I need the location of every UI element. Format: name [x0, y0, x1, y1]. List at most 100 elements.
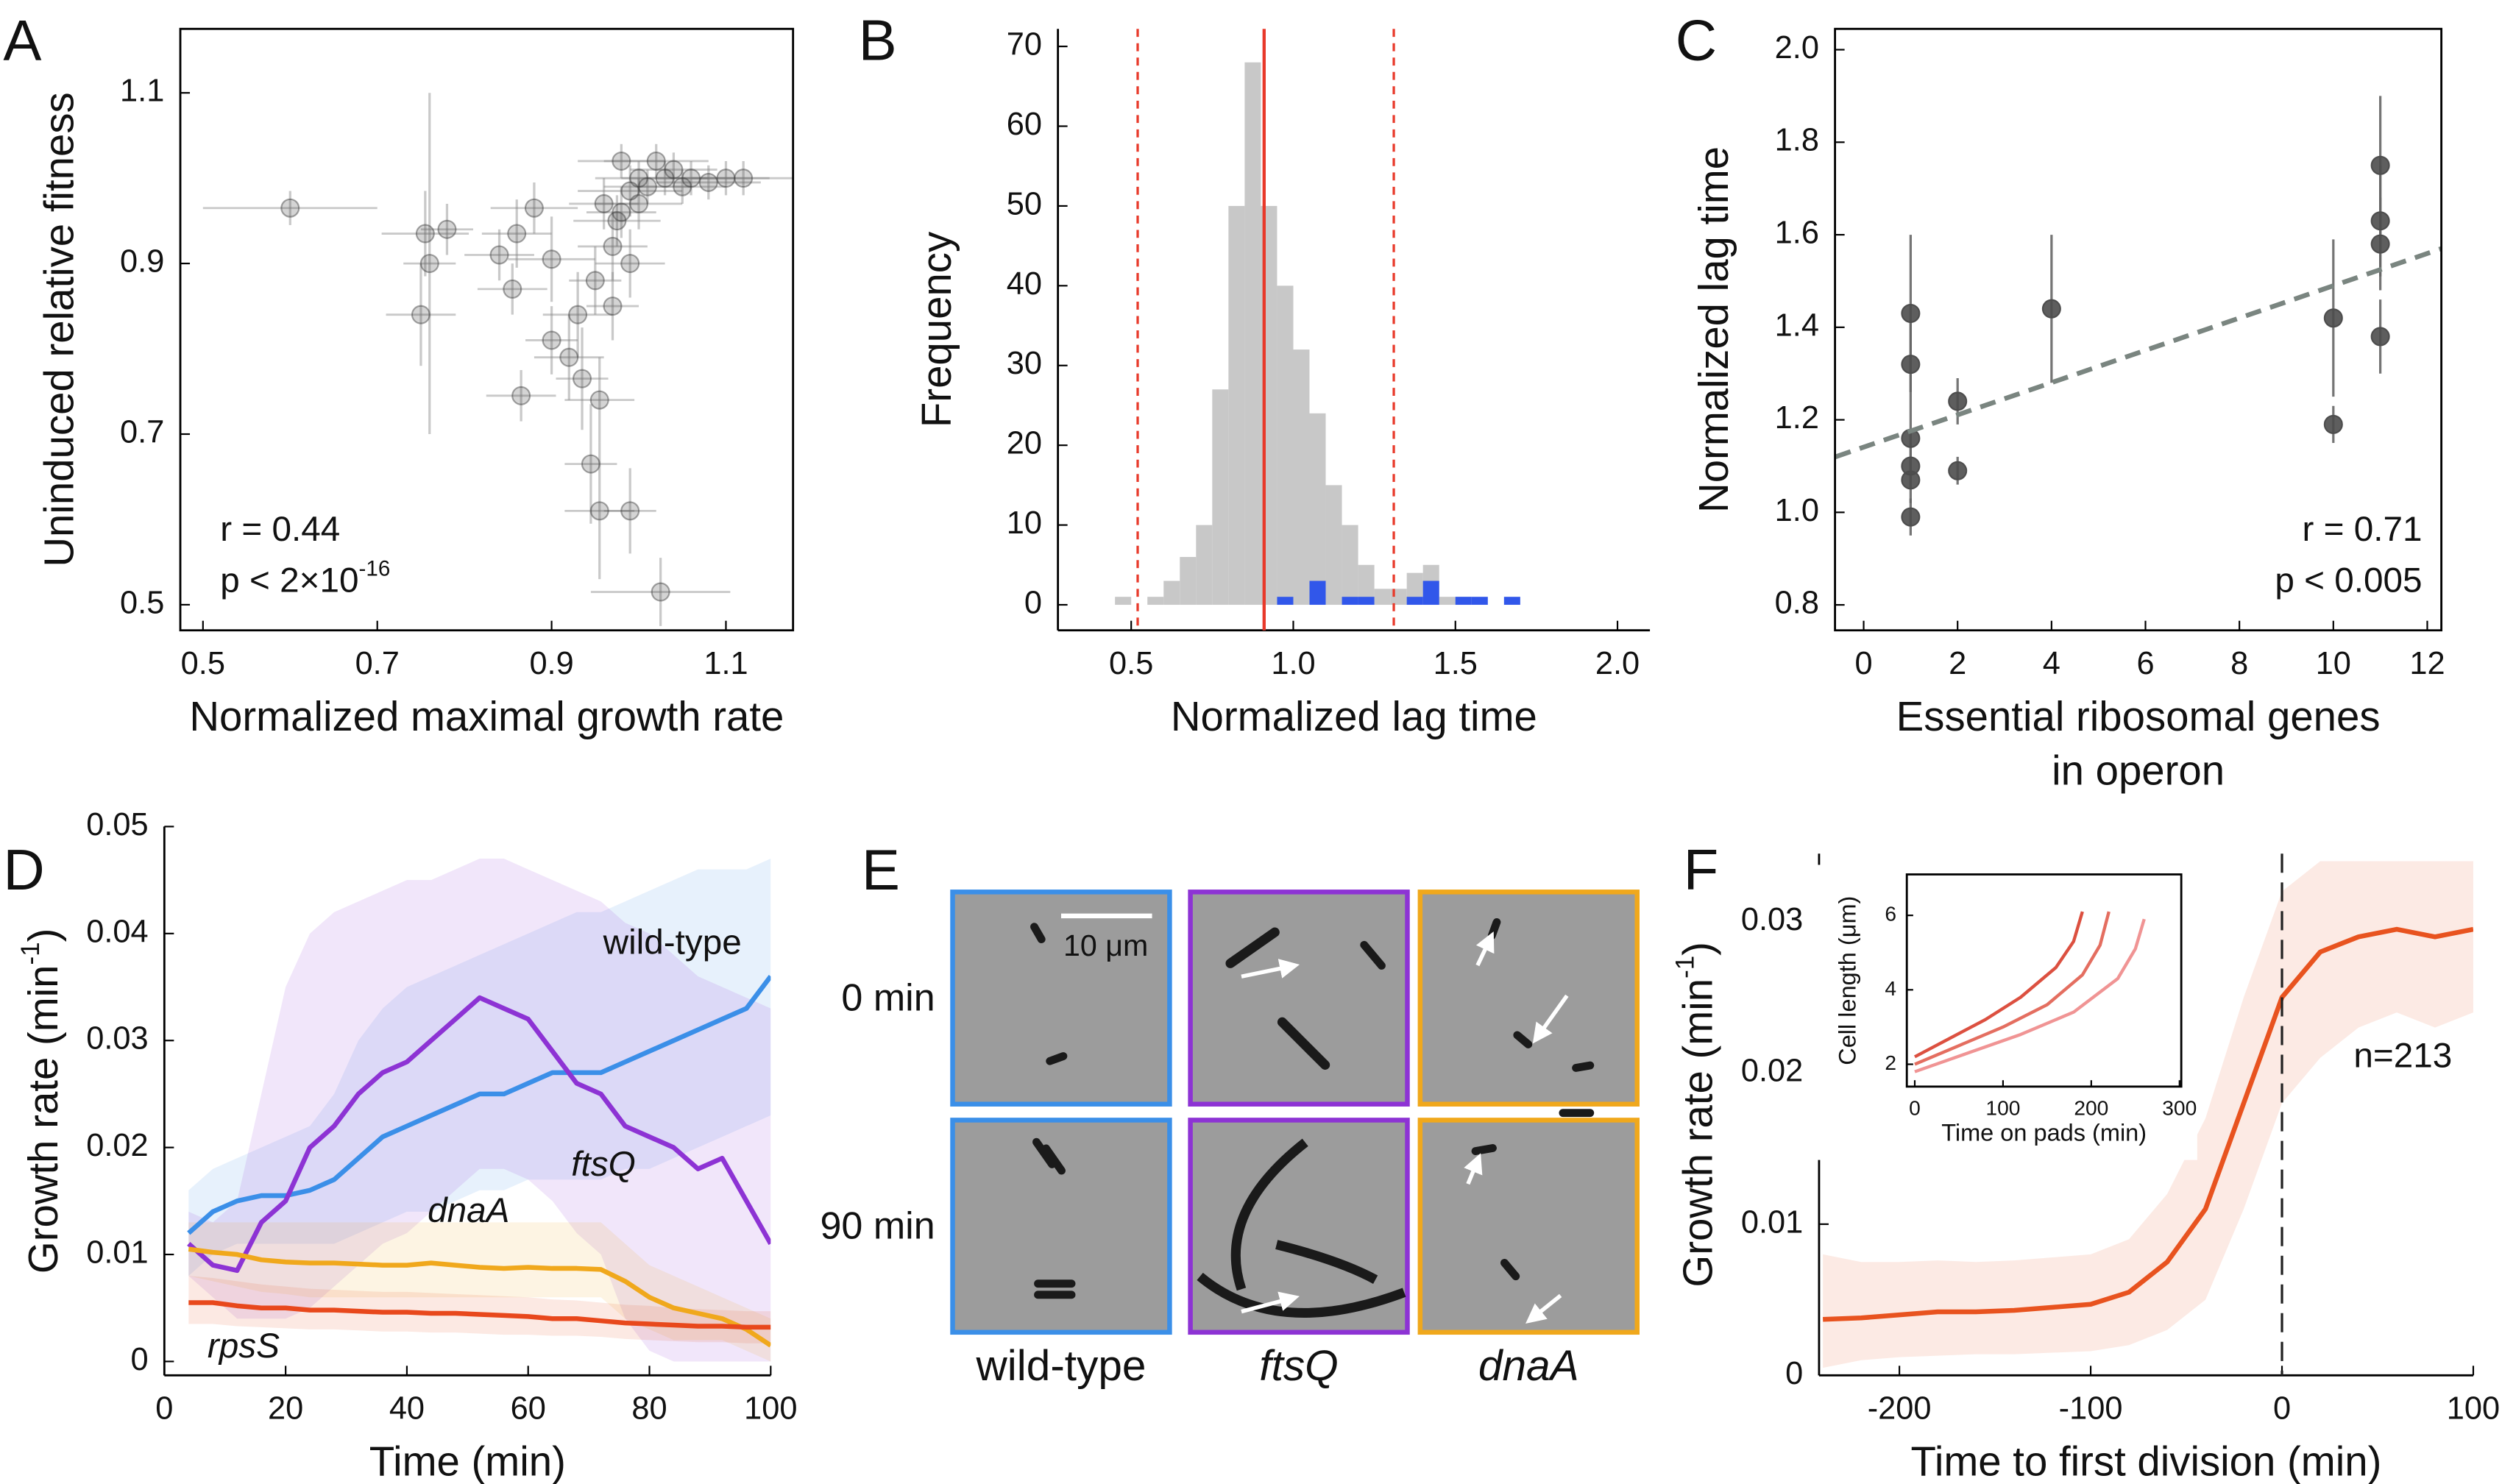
annotation: n=213 [2353, 1036, 2452, 1075]
annotation: p < 0.005 [2275, 561, 2422, 600]
x-tick-label: 12 [2409, 646, 2445, 681]
inset-background [1811, 865, 2197, 1160]
x-tick-label: -200 [1868, 1391, 1932, 1426]
x-tick-label: 80 [631, 1391, 667, 1426]
x-tick-label: 0 [2273, 1391, 2291, 1426]
x-tick-label: 0.5 [1109, 646, 1153, 681]
point [637, 177, 657, 196]
point [607, 211, 627, 231]
histogram-bar [1293, 349, 1310, 606]
y-tick-label: 1.4 [1775, 308, 1819, 343]
x-tick-label: 0 [1909, 1096, 1921, 1119]
histogram-bar [1244, 62, 1261, 606]
histogram-bar [1439, 597, 1456, 606]
y-tick-label: 0.03 [1741, 902, 1803, 937]
histogram-bar [1358, 564, 1375, 606]
point [716, 168, 736, 188]
point [1948, 391, 1968, 411]
superscript: -1 [1670, 956, 1699, 979]
y-tick-label: 0.02 [1741, 1054, 1803, 1089]
point [524, 198, 544, 218]
plot-frame [1834, 27, 2443, 632]
histogram-bar [1455, 597, 1472, 606]
point [415, 224, 435, 244]
point [698, 172, 718, 192]
point [2370, 234, 2390, 254]
x-axis-label: Essential ribosomal genes [1896, 693, 2381, 739]
series-line [188, 1246, 771, 1348]
panel-letter: A [3, 8, 41, 73]
confidence-band [188, 1276, 771, 1343]
series-line [1914, 918, 2146, 1073]
histogram-bar [1196, 525, 1213, 606]
point [559, 347, 579, 367]
histogram-bar [1503, 597, 1520, 606]
point [655, 168, 675, 188]
point [503, 279, 522, 299]
plot-area [1913, 911, 2146, 1073]
x-tick-label: 20 [268, 1391, 303, 1426]
text-part: ) [1674, 942, 1720, 956]
point [568, 305, 588, 324]
x-tick-label: 100 [1985, 1096, 2020, 1119]
panel-letter: B [859, 8, 897, 73]
y-tick-label: 2.0 [1775, 30, 1819, 65]
confidence-band [1823, 861, 2473, 1368]
y-axis-label: Normalized lag time [1690, 146, 1737, 513]
text-part: Growth rate (min [20, 965, 66, 1274]
y-tick-label: 0.9 [120, 244, 164, 280]
x-tick-label: 40 [389, 1391, 425, 1426]
point [1948, 461, 1968, 480]
histogram-bar [1115, 597, 1132, 606]
x-tick-label: 100 [2447, 1391, 2500, 1426]
histogram-bar [1422, 581, 1439, 606]
y-tick-label: 50 [1007, 186, 1042, 221]
x-axis-label: in operon [2052, 747, 2225, 793]
annotation: p < 2×10-16 [220, 557, 390, 600]
column-label: wild-type [975, 1342, 1146, 1390]
histogram-bar [1406, 597, 1423, 606]
x-tick-label: 6 [2136, 646, 2154, 681]
text-part: ) [20, 929, 66, 942]
y-axis-label: Growth rate (min-1) [1670, 942, 1720, 1288]
point [620, 501, 640, 521]
x-tick-label: 10 [2316, 646, 2351, 681]
point [664, 160, 684, 180]
point [542, 330, 561, 350]
point [734, 168, 754, 188]
point [2323, 308, 2343, 328]
annotation: r = 0.71 [2303, 510, 2423, 549]
panel-letter: E [862, 837, 900, 902]
confidence-band [188, 859, 771, 1362]
point [646, 151, 666, 171]
y-tick-label: 0.02 [86, 1128, 148, 1163]
y-tick-label: 0.01 [86, 1235, 148, 1270]
histogram-bar [1212, 389, 1229, 606]
micrograph [1417, 890, 1640, 1107]
point [280, 198, 300, 218]
histogram-bar [1342, 525, 1358, 606]
plot-frame [1905, 873, 2183, 1088]
histogram-bar [1228, 205, 1245, 606]
point [612, 151, 631, 171]
micrograph-cells [1030, 917, 1595, 1318]
histogram-bar [1342, 597, 1358, 606]
point [511, 386, 531, 405]
x-tick-label: 8 [2230, 646, 2248, 681]
histogram-bar [1358, 597, 1375, 606]
text-part: Growth rate (min [1674, 979, 1720, 1288]
point [573, 369, 592, 388]
y-axis-label: Growth rate (min-1) [16, 929, 66, 1274]
y-tick-label: 1.8 [1775, 123, 1819, 158]
x-axis-label: Normalized maximal growth rate [189, 693, 784, 739]
histogram-bar [1163, 581, 1180, 606]
plot-area [187, 859, 771, 1362]
x-axis-label: Time to first division (min) [1911, 1438, 2382, 1484]
panel-letter: D [3, 837, 44, 902]
y-tick-label: 10 [1007, 505, 1042, 541]
row-label: 0 min [841, 977, 935, 1020]
histogram-bar [1277, 285, 1294, 606]
micrograph [950, 890, 1172, 1107]
point [589, 501, 609, 521]
